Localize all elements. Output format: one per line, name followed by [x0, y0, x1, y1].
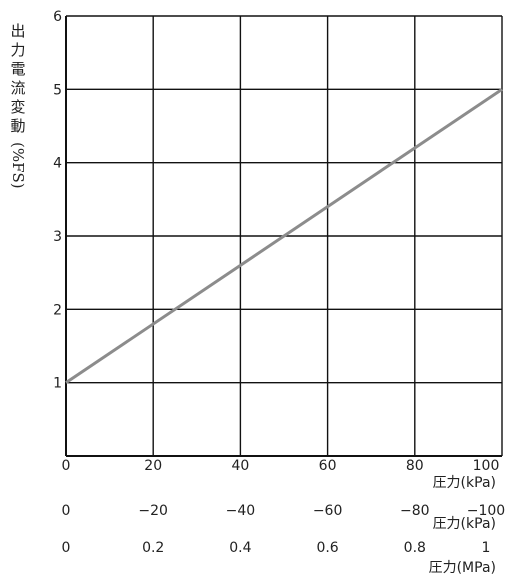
y-tick-label: 4	[53, 156, 62, 172]
x-axis-title: 圧力(MPa)	[429, 560, 496, 576]
x-tick-label: 60	[319, 458, 337, 474]
x-axis-title: 圧力(kPa)	[433, 516, 496, 532]
series-lines	[65, 88, 503, 384]
x-tick-label: 0	[62, 540, 71, 556]
y-axis-label-unit: (%FS)	[9, 142, 27, 189]
x-tick-label: 40	[231, 458, 249, 474]
y-axis-label-text: 出力電流変動	[10, 22, 26, 135]
x-tick-label: −20	[138, 503, 168, 519]
x-tick-label: −80	[400, 503, 430, 519]
y-tick-label: 1	[53, 376, 62, 392]
x-tick-label: 0.8	[404, 540, 426, 556]
x-tick-label: 80	[406, 458, 424, 474]
x-tick-label: −60	[313, 503, 343, 519]
y-tick-label: 3	[53, 229, 62, 245]
x-tick-label: 0.6	[316, 540, 338, 556]
y-tick-label: 5	[53, 82, 62, 98]
y-tick-labels: 1 2 3 4 5 6	[53, 9, 62, 392]
y-axis-label: 出力電流変動 (%FS)	[8, 22, 28, 189]
x-tick-label: 0	[62, 503, 71, 519]
x-tick-label: 100	[473, 458, 500, 474]
x-tick-label: −100	[467, 503, 505, 519]
series-line	[65, 88, 503, 384]
x-tick-label: 20	[144, 458, 162, 474]
x-tick-label: 0.2	[142, 540, 164, 556]
y-tick-label: 6	[53, 9, 62, 25]
x-tick-label: 1	[482, 540, 491, 556]
x-tick-label: −40	[226, 503, 256, 519]
x-axis-title: 圧力(kPa)	[433, 475, 496, 491]
x-tick-label: 0.4	[229, 540, 251, 556]
x-tick-label: 0	[62, 458, 71, 474]
y-tick-label: 2	[53, 302, 62, 318]
